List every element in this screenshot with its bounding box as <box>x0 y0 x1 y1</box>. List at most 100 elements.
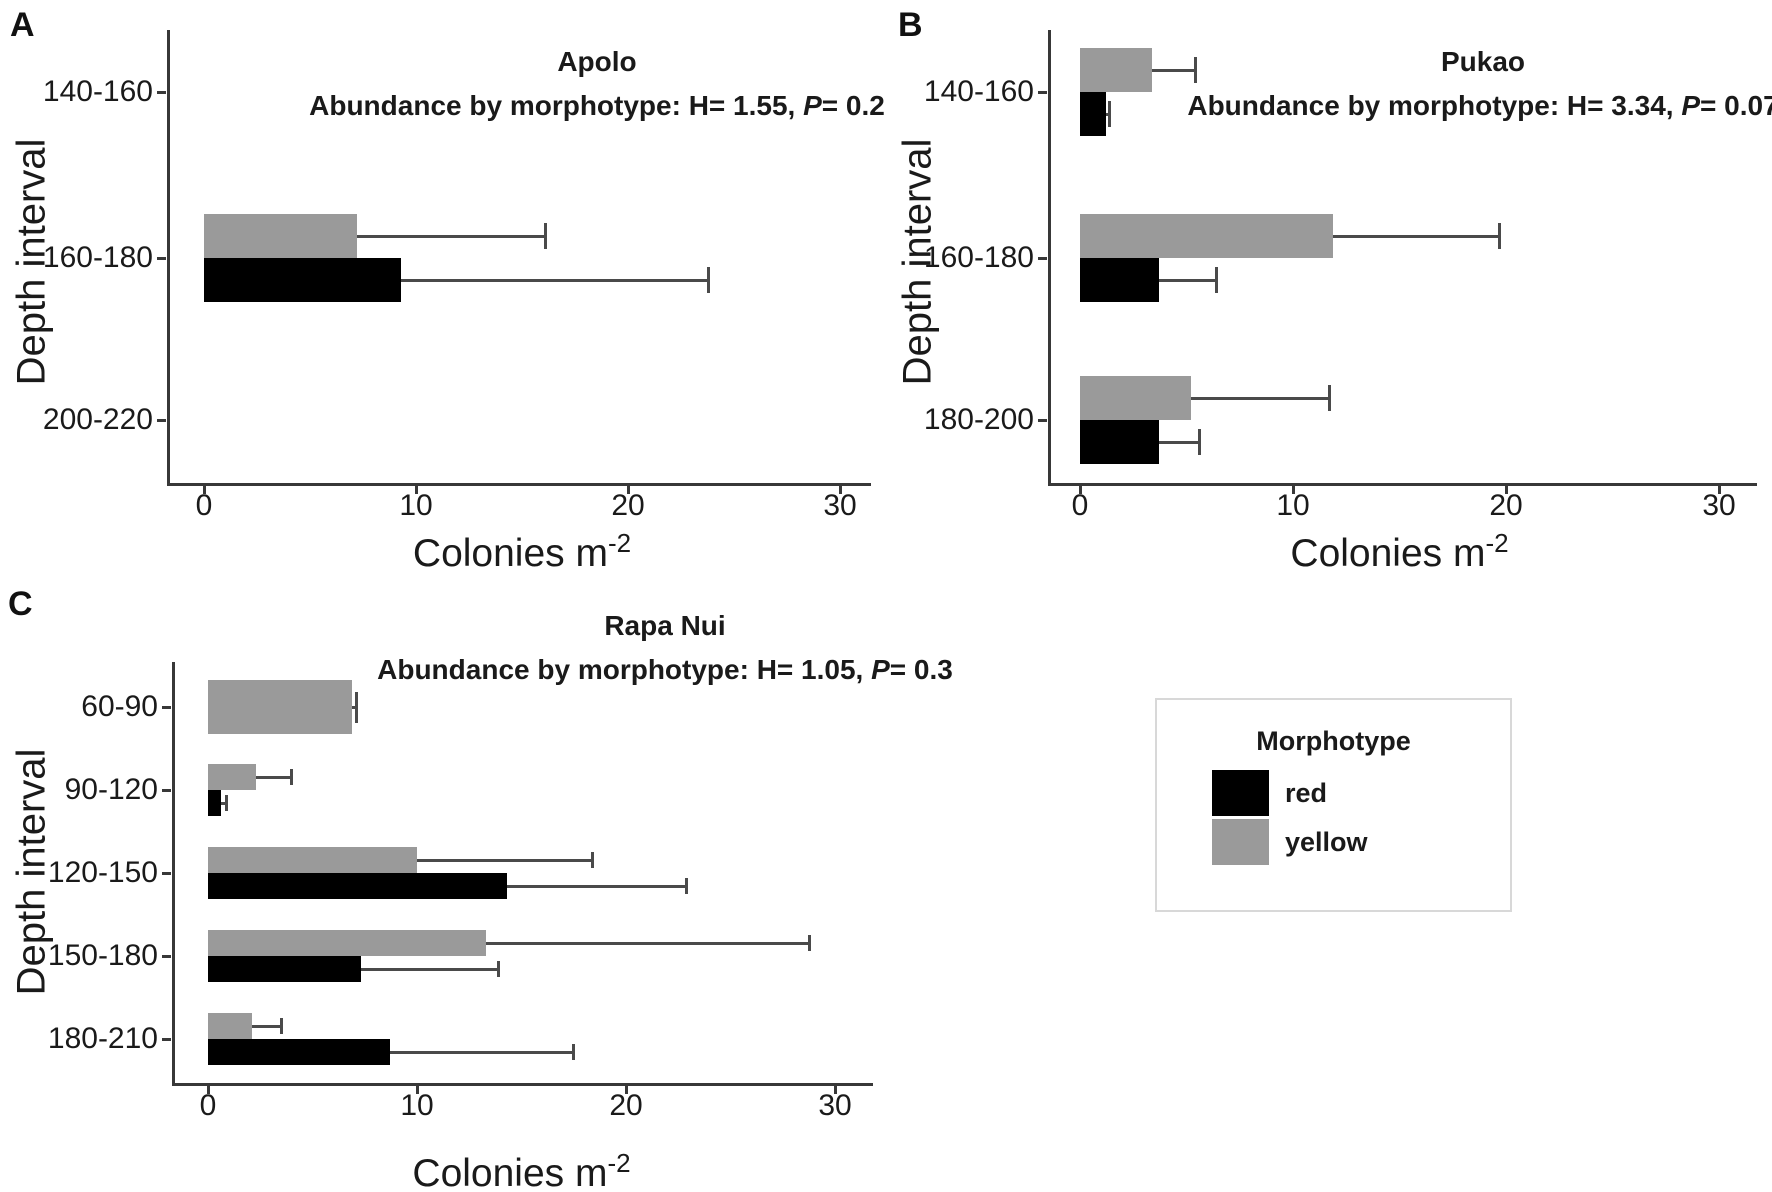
panel-letter-C: C <box>8 585 33 623</box>
panel-title-line2: Abundance by morphotype: H= 1.55, P= 0.2 <box>309 90 885 121</box>
error-cap <box>279 1018 283 1034</box>
x-tick-label: 30 <box>1702 489 1736 522</box>
legend-label-yellow: yellow <box>1285 827 1368 857</box>
error-bar <box>1105 112 1110 116</box>
bar-yellow <box>208 680 353 734</box>
error-cap <box>572 1044 576 1060</box>
y-tick-label: 180-210 <box>47 1022 158 1055</box>
bar-red <box>204 258 402 302</box>
y-tick-label: 140-160 <box>923 75 1034 108</box>
y-tick <box>162 955 171 958</box>
bar-yellow <box>1080 48 1153 92</box>
error-cap <box>707 267 711 293</box>
y-tick <box>1038 91 1047 94</box>
x-axis-title: Colonies m-2 <box>412 1148 631 1192</box>
x-tick-label: 20 <box>1489 489 1523 522</box>
x-tick-label: 0 <box>199 1089 217 1122</box>
x-tick <box>1079 485 1082 494</box>
error-cap <box>543 223 547 249</box>
bar-yellow <box>208 1013 252 1039</box>
bar-yellow <box>208 930 486 956</box>
y-tick <box>162 872 171 875</box>
error-cap <box>497 961 500 977</box>
bar-red <box>1080 420 1159 464</box>
legend-label-red: red <box>1285 778 1328 808</box>
error-bar <box>1158 278 1217 282</box>
error-bar <box>352 705 357 709</box>
bar-red <box>208 790 221 816</box>
x-tick-label: 30 <box>818 1089 852 1122</box>
x-tick-label: 20 <box>611 489 645 522</box>
error-cap <box>808 935 812 951</box>
y-tick-label: 150-180 <box>47 939 158 972</box>
error-bar <box>360 967 499 971</box>
x-tick <box>1505 485 1508 494</box>
y-tick <box>1038 257 1047 260</box>
x-tick <box>625 1085 628 1094</box>
x-tick-label: 10 <box>400 1089 434 1122</box>
bar-red <box>208 956 361 982</box>
y-tick-label: 180-200 <box>923 403 1034 436</box>
panel-title-A: Apolo Abundance by morphotype: H= 1.55, P… <box>309 40 885 128</box>
x-tick-label: 0 <box>195 489 213 522</box>
error-cap <box>1193 57 1197 83</box>
error-bar <box>256 775 292 779</box>
panel-title-line1: Pukao <box>1440 46 1526 77</box>
y-tick <box>162 706 171 709</box>
x-tick-label: 0 <box>1071 489 1089 522</box>
error-cap <box>225 795 229 811</box>
x-tick <box>207 1085 210 1094</box>
panel-title-line1: Apolo <box>557 46 637 77</box>
panel-title-B: Pukao Abundance by morphotype: H= 3.34, P… <box>1187 40 1772 128</box>
x-tick <box>627 485 630 494</box>
error-cap <box>1214 267 1218 293</box>
x-tick-label: 20 <box>609 1089 643 1122</box>
error-cap <box>1498 223 1502 249</box>
y-tick-label: 140-160 <box>42 75 153 108</box>
error-bar <box>1152 68 1195 72</box>
error-bar <box>506 884 687 888</box>
y-tick-label: 90-120 <box>64 773 158 806</box>
legend-title: Morphotype <box>1256 726 1411 756</box>
bar-yellow <box>208 847 417 873</box>
bar-yellow <box>204 214 357 258</box>
error-bar <box>356 234 546 238</box>
y-tick <box>157 419 166 422</box>
legend-swatch-red-icon <box>1212 770 1269 816</box>
error-bar <box>1190 396 1330 400</box>
bar-red <box>1080 92 1106 136</box>
y-tick-label: 160-180 <box>923 241 1034 274</box>
bar-red <box>208 873 507 899</box>
x-tick-label: 30 <box>823 489 857 522</box>
x-tick-label: 10 <box>1276 489 1310 522</box>
x-tick <box>839 485 842 494</box>
y-tick-label: 160-180 <box>42 241 153 274</box>
plot-area-A <box>167 30 871 486</box>
error-bar <box>485 941 810 945</box>
legend-swatch-yellow-icon <box>1212 819 1269 865</box>
bar-yellow <box>1080 376 1191 420</box>
bar-red <box>208 1039 390 1065</box>
panel-title-line2: Abundance by morphotype: H= 3.34, P= 0.0… <box>1187 90 1772 121</box>
plot-area-C <box>172 662 873 1086</box>
panel-title-line1: Rapa Nui <box>604 610 726 641</box>
error-bar <box>220 801 227 805</box>
error-cap <box>354 691 358 723</box>
y-tick-label: 60-90 <box>81 690 158 723</box>
legend: Morphotype red yellow <box>1155 698 1512 912</box>
error-bar <box>389 1050 574 1054</box>
error-cap <box>1197 429 1201 455</box>
bar-yellow <box>1080 214 1334 258</box>
error-bar <box>251 1024 282 1028</box>
x-tick <box>1292 485 1295 494</box>
y-tick-label: 120-150 <box>47 856 158 889</box>
x-tick-label: 10 <box>399 489 433 522</box>
x-tick <box>416 1085 419 1094</box>
error-bar <box>1158 440 1200 444</box>
error-bar <box>417 858 593 862</box>
error-cap <box>1327 385 1331 411</box>
x-tick <box>1718 485 1721 494</box>
x-tick <box>834 1085 837 1094</box>
error-cap <box>591 852 595 868</box>
x-tick <box>415 485 418 494</box>
